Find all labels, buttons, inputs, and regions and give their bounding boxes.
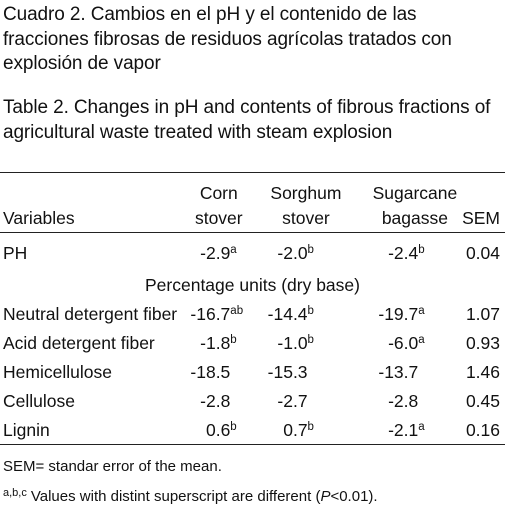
cell-variable-value: Acid detergent fiber <box>3 333 155 353</box>
cell-sugarcane-bagasse: -2.8 <box>348 387 461 416</box>
cell-sugarcane-bagasse: -2.4b <box>348 233 461 272</box>
cell-corn-stover-value: -16.7 <box>190 304 231 324</box>
cell-sem-value: 1.07 <box>465 304 500 324</box>
cell-variable-value: Lignin <box>3 419 50 440</box>
caption-spanish: Cuadro 2. Cambios en el pH y el contenid… <box>3 4 452 74</box>
cell-sugarcane-bagasse-value: -6.0 <box>388 333 419 353</box>
cell-corn-stover-superscript: b <box>230 420 237 433</box>
cell-sugarcane-bagasse-value: -2.4 <box>388 242 419 263</box>
cell-corn-stover-value: -1.8 <box>200 333 231 353</box>
cell-sugarcane-bagasse: -13.7 <box>348 358 461 387</box>
table-row: Hemicellulose -18.5 -15.3 -13.7 1.46 <box>0 358 505 387</box>
table-row: Neutral detergent fiber -16.7ab -14.4b -19.… <box>0 300 505 329</box>
cell-corn-stover: -16.7ab <box>181 300 248 329</box>
header-corn-stover: Corn stover <box>181 172 249 233</box>
header-sorghum-stover: Sorghum stover <box>248 172 348 233</box>
cell-sugarcane-bagasse-value: -19.7 <box>378 304 419 324</box>
cell-sem: 1.07 <box>460 300 505 329</box>
cell-sugarcane-bagasse: -6.0a <box>348 329 461 358</box>
header-sugarcane-bagasse: Sugarcane bagasse <box>347 172 461 233</box>
cell-sugarcane-bagasse-value: -13.7 <box>378 362 419 382</box>
cell-variable-value: Cellulose <box>3 391 75 411</box>
cell-sorghum-stover-superscript: b <box>307 334 314 346</box>
cell-sorghum-stover: -14.4b <box>248 300 347 329</box>
footnote-superscript-marks: a,b,c <box>3 487 27 499</box>
cell-sem-value: 0.93 <box>465 333 500 353</box>
cell-corn-stover-superscript: b <box>230 334 237 346</box>
cell-sem: 0.45 <box>460 387 505 416</box>
table-row: Acid detergent fiber -1.8b -1.0b -6.0a 0.93 <box>0 329 505 358</box>
cell-sem-value: 0.45 <box>465 391 500 411</box>
table-row: Lignin 0.6b 0.7b -2.1a 0.16 <box>0 416 505 445</box>
cell-sorghum-stover: -15.3 <box>248 358 347 387</box>
data-table: Variables Corn stover Sorghum stover Sug… <box>0 172 505 445</box>
cell-sorghum-stover-value: -15.3 <box>267 362 308 382</box>
cell-sugarcane-bagasse-superscript: a <box>418 334 425 346</box>
cell-sem: 1.46 <box>460 358 505 387</box>
footnote-p-symbol: P <box>320 488 331 505</box>
cell-corn-stover: -1.8b <box>181 329 248 358</box>
cell-sorghum-stover: 0.7b <box>248 416 348 445</box>
cell-corn-stover-superscript: a <box>230 243 237 256</box>
table-header-row: Variables Corn stover Sorghum stover Sug… <box>0 172 505 233</box>
cell-sorghum-stover: -2.7 <box>248 387 347 416</box>
cell-sugarcane-bagasse: -2.1a <box>347 416 461 445</box>
cell-corn-stover-value: -18.5 <box>190 362 231 382</box>
footnote-significance: a,b,c Values with distint superscript are… <box>3 484 378 506</box>
cell-corn-stover-value: -2.9 <box>200 242 231 263</box>
cell-variable: Hemicellulose <box>0 358 181 387</box>
cell-sem-value: 0.04 <box>465 242 500 263</box>
cell-sem-value: 0.16 <box>465 419 500 440</box>
cell-sorghum-stover-value: -1.0 <box>277 333 308 353</box>
cell-sugarcane-bagasse-value: -2.1 <box>388 419 419 440</box>
header-variables: Variables <box>0 172 182 233</box>
cell-sugarcane-bagasse-superscript: a <box>418 305 425 317</box>
cell-variable: PH <box>0 233 181 272</box>
cell-corn-stover: -2.9a <box>181 233 248 272</box>
cell-sorghum-stover-value: -2.0 <box>277 242 308 263</box>
cell-sorghum-stover-value: -2.7 <box>277 391 308 411</box>
cell-sorghum-stover-superscript: b <box>307 243 314 256</box>
cell-sorghum-stover-value: -14.4 <box>267 304 308 324</box>
table-row: PH -2.9a -2.0b -2.4b 0.04 <box>0 233 505 272</box>
cell-sugarcane-bagasse-value: -2.8 <box>388 391 419 411</box>
cell-variable: Acid detergent fiber <box>0 329 181 358</box>
footnote-text-after: <0.01). <box>330 488 378 505</box>
cell-corn-stover-value: 0.6 <box>205 419 231 440</box>
cell-sorghum-stover-value: 0.7 <box>283 419 308 440</box>
cell-variable: Cellulose <box>0 387 181 416</box>
cell-corn-stover: -18.5 <box>181 358 248 387</box>
cell-sorghum-stover: -2.0b <box>248 233 347 272</box>
cell-sorghum-stover-superscript: b <box>307 305 314 317</box>
cell-variable: Neutral detergent fiber <box>0 300 181 329</box>
cell-sugarcane-bagasse: -19.7a <box>348 300 461 329</box>
cell-variable: Lignin <box>0 416 182 445</box>
header-sem: SEM <box>460 172 505 233</box>
cell-corn-stover: -2.8 <box>181 387 248 416</box>
cell-sem: 0.16 <box>460 416 505 445</box>
table-row: Cellulose -2.8 -2.7 -2.8 0.45 <box>0 387 505 416</box>
section-label-row: Percentage units (dry base) <box>0 271 505 300</box>
table-body: PH -2.9a -2.0b -2.4b 0.04 Percentage units (d… <box>0 233 505 445</box>
cell-sugarcane-bagasse-superscript: b <box>418 243 425 256</box>
footnote-sem: SEM= standar error of the mean. <box>3 458 222 475</box>
footnote-text-before: Values with distint superscript are diff… <box>30 488 321 505</box>
cell-corn-stover: 0.6b <box>181 416 249 445</box>
cell-corn-stover-superscript: ab <box>230 305 244 317</box>
cell-sem: 0.04 <box>460 233 505 272</box>
cell-sem-value: 1.46 <box>465 362 500 382</box>
cell-corn-stover-value: -2.8 <box>200 391 231 411</box>
cell-sugarcane-bagasse-superscript: a <box>418 420 425 433</box>
section-label: Percentage units (dry base) <box>145 275 360 295</box>
cell-variable-value: PH <box>3 242 28 263</box>
cell-sorghum-stover: -1.0b <box>248 329 347 358</box>
cell-sorghum-stover-superscript: b <box>307 420 314 433</box>
cell-variable-value: Hemicellulose <box>3 362 112 382</box>
cell-variable-value: Neutral detergent fiber <box>3 304 178 324</box>
caption-english: Table 2. Changes in pH and contents of f… <box>3 97 491 143</box>
cell-sem: 0.93 <box>460 329 505 358</box>
